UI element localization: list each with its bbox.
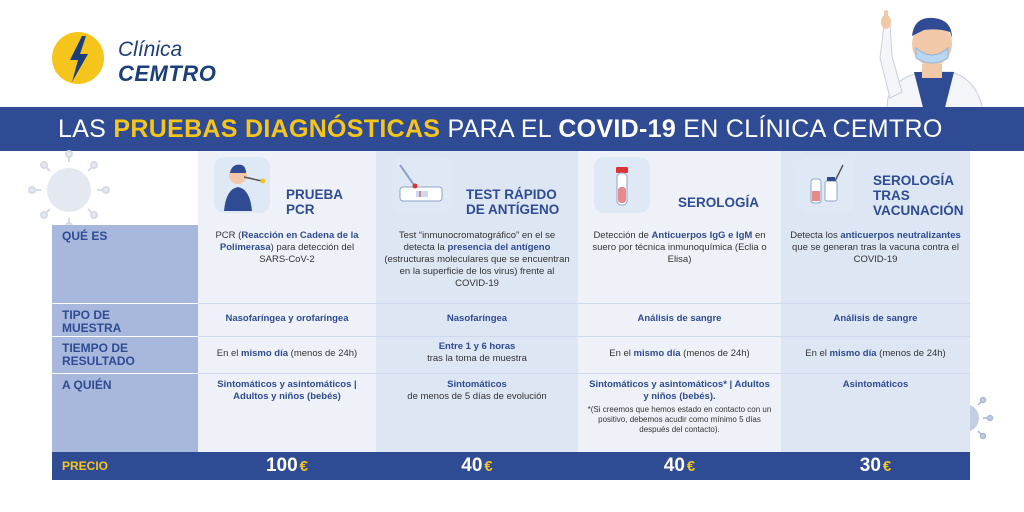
row-label: TIEMPO DE RESULTADO xyxy=(52,337,198,373)
clinic-logo: Clínica CEMTRO xyxy=(52,30,232,90)
row-label-line: TIEMPO DE xyxy=(62,341,129,355)
row-divider xyxy=(198,303,970,304)
cell-vacunacion: Análisis de sangre xyxy=(833,313,918,324)
price-pcr: 100 € xyxy=(265,455,309,476)
cell-antigeno: Test “inmunocromatográfico” en el se det… xyxy=(384,230,570,289)
row-divider xyxy=(198,373,970,374)
cell-antigeno: Entre 1 y 6 horas tras la toma de muestr… xyxy=(427,341,527,364)
header-vacunacion: SEROLOGÍA TRAS VACUNACIÓN xyxy=(781,151,970,225)
header-antigeno: TEST RÁPIDO DE ANTÍGENO xyxy=(376,151,578,225)
column-title: TEST RÁPIDO xyxy=(466,187,557,202)
price-vacunacion: 30 € xyxy=(859,455,892,476)
cell-serologia: En el mismo día (menos de 24h) xyxy=(609,348,750,359)
cell-pcr: Nasofaríngea y orofaríngea xyxy=(225,313,349,324)
logo-text-clinica: Clínica xyxy=(118,38,183,61)
cell-antigeno: Nasofaríngea xyxy=(446,313,508,324)
column-title: SEROLOGÍA xyxy=(873,173,955,188)
row-label-line: RESULTADO xyxy=(62,354,135,368)
row-label-line: TIPO DE xyxy=(62,308,111,322)
cell-pcr: PCR (Reacción en Cadena de la Polimerasa… xyxy=(215,230,359,265)
footnote: *(Si creemos que hemos estado en contact… xyxy=(587,405,772,434)
euro-symbol: € xyxy=(299,458,309,475)
cell-serologia: Detección de Anticuerpos IgG e IgM en su… xyxy=(592,230,767,265)
euro-symbol: € xyxy=(686,458,696,475)
blood-tube-icon xyxy=(594,157,650,213)
euro-symbol: € xyxy=(882,458,892,475)
antigen-test-icon xyxy=(392,157,450,213)
title-banner xyxy=(0,107,1024,151)
title-part: EN CLÍNICA CEMTRO xyxy=(676,115,943,143)
row-label-line: MUESTRA xyxy=(62,321,122,335)
cell-pcr: En el mismo día (menos de 24h) xyxy=(216,348,358,359)
cell-pcr: Sintomáticos y asintomáticos | Adultos y… xyxy=(217,379,357,402)
title-covid: COVID-19 xyxy=(558,115,677,143)
price-row: PRECIO 100 € 40 € 40 € 30 € xyxy=(52,452,970,480)
cell-vacunacion: Asintomáticos xyxy=(842,379,909,390)
row-que-es: QUÉ ES PCR (Reacción en Cadena de la Pol… xyxy=(52,225,970,303)
title-part: PARA EL xyxy=(440,115,559,143)
price-serologia: 40 € xyxy=(663,455,696,476)
vaccine-vial-icon xyxy=(799,157,855,213)
cell-serologia: Sintomáticos y asintomáticos* | Adultos … xyxy=(587,379,772,434)
row-tiempo-resultado: TIEMPO DE RESULTADO En el mismo día (men… xyxy=(52,337,970,373)
cell-vacunacion: En el mismo día (menos de 24h) xyxy=(805,348,946,359)
cell-antigeno: Sintomáticos de menos de 5 días de evolu… xyxy=(407,379,547,402)
cell-vacunacion: Detecta los anticuerpos neutralizantes q… xyxy=(790,230,961,265)
column-title: VACUNACIÓN xyxy=(873,203,964,218)
lightning-bolt-icon xyxy=(52,32,104,84)
cell-serologia: Análisis de sangre xyxy=(637,313,722,324)
page-title: LAS PRUEBAS DIAGNÓSTICAS PARA EL COVID-1… xyxy=(58,109,943,149)
row-a-quien: A QUIÉN Sintomáticos y asintomáticos | A… xyxy=(52,374,970,452)
header-serologia: SEROLOGÍA xyxy=(578,151,781,225)
column-title: SEROLOGÍA xyxy=(678,195,760,210)
header-pcr: PRUEBA PCR xyxy=(198,151,376,225)
title-highlight: PRUEBAS DIAGNÓSTICAS xyxy=(113,115,441,143)
table-header: PRUEBA PCR TEST RÁPIDO DE ANTÍGENO xyxy=(52,151,970,225)
row-label: TIPO DE MUESTRA xyxy=(52,304,198,336)
row-label: A QUIÉN xyxy=(52,374,198,452)
price-label: PRECIO xyxy=(62,459,109,473)
column-title: TRAS xyxy=(873,188,910,203)
row-tipo-muestra: TIPO DE MUESTRA Nasofaríngea y orofaríng… xyxy=(52,304,970,336)
logo-text-cemtro: CEMTRO xyxy=(118,61,217,86)
euro-symbol: € xyxy=(484,458,493,475)
title-part: LAS xyxy=(58,115,114,143)
column-title: DE ANTÍGENO xyxy=(466,202,560,217)
column-title: PCR xyxy=(286,202,315,217)
price-antigeno: 40 € xyxy=(461,455,493,476)
virus-icon xyxy=(28,150,110,230)
nasal-swab-icon xyxy=(214,157,270,213)
column-title: PRUEBA xyxy=(286,187,344,202)
row-divider xyxy=(198,336,970,337)
row-label: QUÉ ES xyxy=(52,225,198,303)
